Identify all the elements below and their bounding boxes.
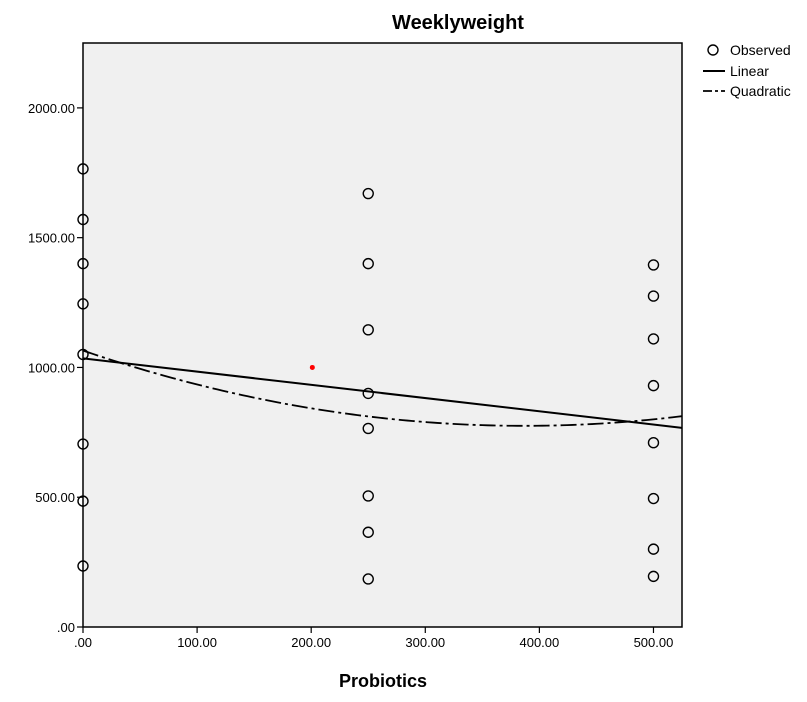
observed-point <box>77 348 89 361</box>
x-tick-label: 500.00 <box>634 635 674 650</box>
y-tick-label: 2000.00 <box>28 101 75 116</box>
quadratic-fit-line <box>83 349 682 427</box>
observed-point <box>647 290 660 302</box>
x-tick-label: 300.00 <box>405 635 445 650</box>
legend-marker-observed <box>707 44 719 56</box>
observed-point <box>77 163 89 175</box>
observed-point <box>77 495 89 507</box>
y-axis: .00 500.00 1000.00 1500.00 2000.00 <box>28 101 83 635</box>
observed-point <box>77 298 89 310</box>
observed-point <box>362 187 374 200</box>
observed-point <box>647 333 660 345</box>
legend: Observed Linear Quadratic <box>703 42 791 99</box>
legend-label-observed: Observed <box>730 42 791 58</box>
observed-point <box>647 492 660 505</box>
x-tick-label: .00 <box>74 635 92 650</box>
observed-point <box>362 387 374 400</box>
y-tick-label: 1000.00 <box>28 360 75 375</box>
observed-point <box>362 526 374 538</box>
y-tick-label: 1500.00 <box>28 231 75 246</box>
observed-point <box>647 437 660 449</box>
observed-point <box>77 257 89 270</box>
observed-point <box>77 213 89 226</box>
x-tick-label: 400.00 <box>519 635 559 650</box>
observed-point <box>362 324 374 336</box>
plot-area <box>82 42 683 628</box>
observed-point <box>647 259 660 271</box>
observed-point <box>77 438 89 450</box>
y-tick-label: .00 <box>57 620 75 635</box>
x-axis-label: Probiotics <box>339 671 427 691</box>
observed-point <box>362 490 374 502</box>
observed-point <box>647 379 660 392</box>
x-axis: .00 100.00 200.00 300.00 400.00 500.00 <box>74 627 673 650</box>
observed-point <box>362 422 374 435</box>
x-tick-label: 100.00 <box>177 635 217 650</box>
plot-content <box>77 163 682 585</box>
chart-title: Weeklyweight <box>392 12 524 34</box>
y-tick-label: 500.00 <box>35 490 75 505</box>
observed-point <box>647 570 660 583</box>
linear-fit-line <box>83 357 682 429</box>
observed-point <box>362 573 374 585</box>
observed-point <box>362 257 374 270</box>
legend-label-quadratic: Quadratic <box>730 83 791 99</box>
x-tick-label: 200.00 <box>291 635 331 650</box>
observed-point <box>647 543 660 555</box>
legend-label-linear: Linear <box>730 63 769 79</box>
highlight-point <box>309 364 315 370</box>
observed-point <box>77 560 89 572</box>
